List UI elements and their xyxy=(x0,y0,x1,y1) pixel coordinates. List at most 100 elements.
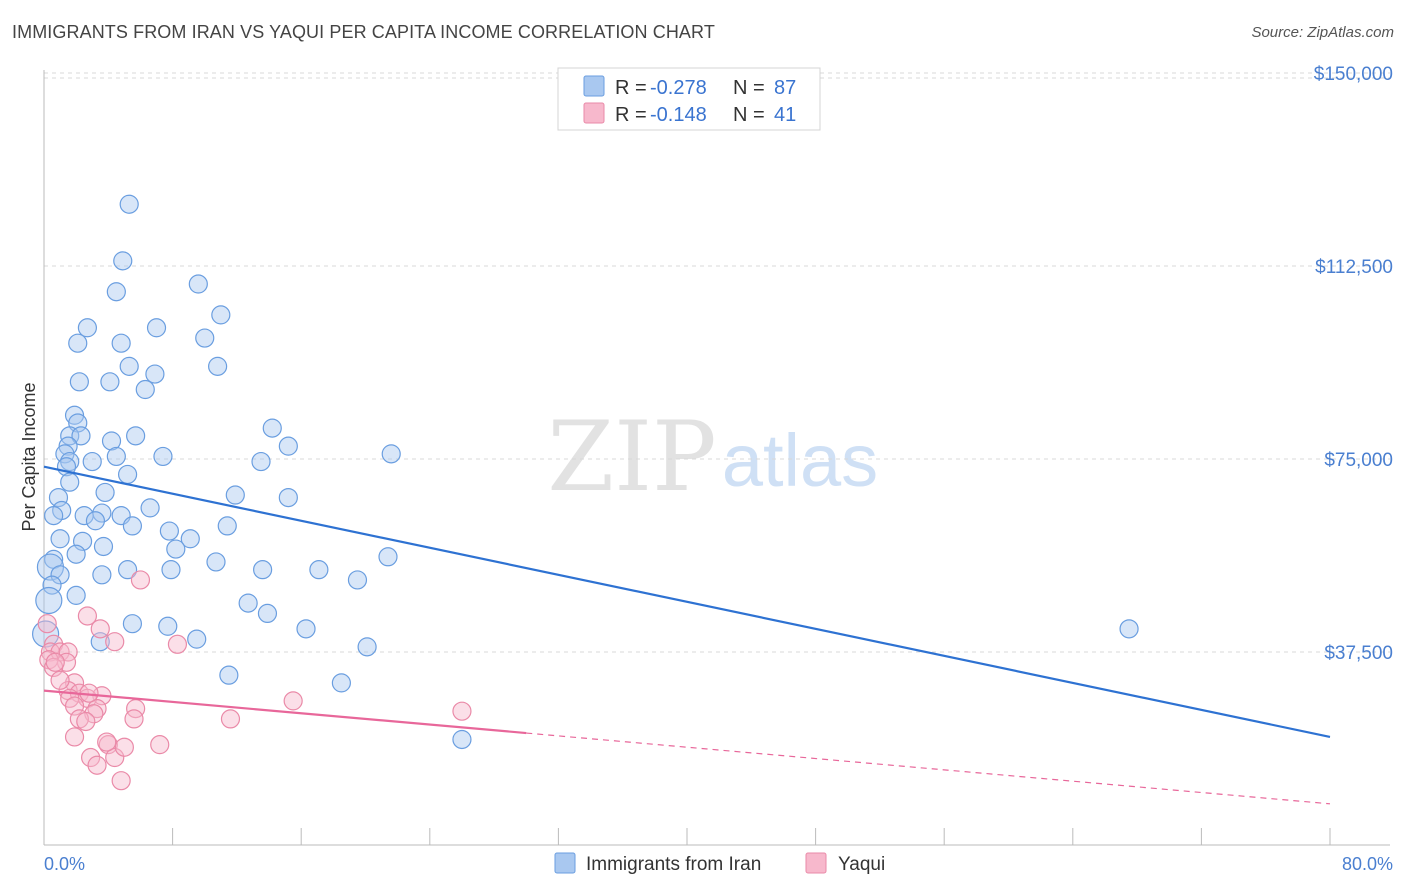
iran-point-45 xyxy=(85,511,106,531)
yaqui-point-34 xyxy=(114,737,134,757)
iran-point-49 xyxy=(50,529,70,549)
yaqui-point-22 xyxy=(452,701,472,721)
iran-point-21 xyxy=(126,426,146,446)
series-legend-label-yaqui: Yaqui xyxy=(838,854,885,875)
iran-point-75 xyxy=(187,629,207,649)
yaqui-point-4 xyxy=(167,634,188,654)
axes xyxy=(43,70,1390,846)
iran-point-27 xyxy=(60,451,80,472)
yaqui-point-28 xyxy=(64,727,85,747)
yaqui-point-40 xyxy=(97,732,117,752)
iran-point-60 xyxy=(117,560,138,580)
iran-point-57 xyxy=(36,553,65,581)
iran-point-24 xyxy=(278,436,298,456)
iran-point-59 xyxy=(92,565,112,585)
iran-point-15 xyxy=(135,379,155,400)
iran-point-26 xyxy=(381,444,401,464)
yaqui-point-37 xyxy=(37,614,57,634)
watermark: ZIP atlas xyxy=(547,401,878,513)
stats-legend-n-yaqui: 41 xyxy=(774,104,796,126)
iran-point-16 xyxy=(64,405,85,425)
yaqui-point-31 xyxy=(81,747,101,768)
yaqui-point-10 xyxy=(56,652,77,672)
watermark-zip: ZIP xyxy=(547,401,716,513)
iran-point-34 xyxy=(60,472,80,492)
stats-legend-r-iran: -0.278 xyxy=(650,77,707,99)
stats-legend-n-label-iran: N = xyxy=(733,77,765,99)
iran-point-56 xyxy=(206,552,226,572)
iran-point-51 xyxy=(180,529,200,549)
iran-point-76 xyxy=(357,637,377,657)
iran-point-54 xyxy=(166,539,186,559)
series-legend-label-iran: Immigrants from Iran xyxy=(586,854,761,875)
yaqui-point-12 xyxy=(64,673,85,693)
x-tick-label-min: 0.0% xyxy=(44,854,85,874)
y-tick-label-2: $112,500 xyxy=(1315,257,1393,278)
yaqui-point-32 xyxy=(105,747,125,768)
iran-point-40 xyxy=(44,506,64,526)
iran-point-68 xyxy=(66,585,86,605)
iran-point-38 xyxy=(278,488,298,508)
yaqui-point-33 xyxy=(87,755,107,775)
iran-point-64 xyxy=(309,560,329,580)
iran-point-29 xyxy=(153,446,173,467)
series-yaqui-points xyxy=(37,570,472,791)
iran-point-4 xyxy=(211,305,231,325)
series-iran-points xyxy=(32,194,1139,750)
iran-point-7 xyxy=(68,333,88,353)
iran-point-19 xyxy=(262,418,282,438)
iran-point-71 xyxy=(257,603,278,624)
iran-point-73 xyxy=(296,619,316,639)
iran-point-81 xyxy=(1119,619,1139,639)
iran-point-67 xyxy=(347,570,368,590)
yaqui-point-19 xyxy=(64,696,85,716)
iran-point-37 xyxy=(225,485,245,505)
iran-point-42 xyxy=(92,503,112,523)
trend-lines xyxy=(43,465,1331,805)
yaqui-point-3 xyxy=(105,632,125,652)
iran-point-31 xyxy=(251,451,271,472)
yaqui-point-36 xyxy=(45,652,65,672)
iran-point-9 xyxy=(195,328,215,348)
iran-point-33 xyxy=(117,464,138,485)
iran-point-79 xyxy=(331,673,351,693)
yaqui-point-35 xyxy=(111,771,131,791)
iran-point-69 xyxy=(238,593,258,613)
iran-point-28 xyxy=(106,446,126,467)
iran-point-14 xyxy=(100,372,120,392)
yaqui-point-27 xyxy=(76,711,96,732)
iran-point-23 xyxy=(58,436,78,456)
iran-point-22 xyxy=(101,431,122,451)
stats-legend-swatch-yaqui xyxy=(583,102,605,124)
y-axis-label: Per Capita Income xyxy=(19,382,39,531)
y-tick-labels: $37,500 $75,000 $112,500 $150,000 xyxy=(1314,64,1393,664)
stats-legend: R = -0.278 N = 87 R = -0.148 N = 41 xyxy=(557,67,821,131)
yaqui-point-2 xyxy=(90,619,110,639)
iran-point-62 xyxy=(253,560,273,580)
iran-point-61 xyxy=(161,560,181,580)
stats-legend-r-label-yaqui: R = xyxy=(615,104,647,126)
chart-source: Source: ZipAtlas.com xyxy=(1251,24,1394,41)
stats-legend-r-yaqui: -0.148 xyxy=(650,104,707,126)
y-tick-label-3: $150,000 xyxy=(1314,64,1393,85)
iran-point-72 xyxy=(158,616,178,636)
watermark-atlas: atlas xyxy=(722,419,878,502)
iran-point-47 xyxy=(217,516,237,536)
yaqui-point-18 xyxy=(283,691,303,711)
yaqui-trend-line-extension xyxy=(526,732,1331,805)
iran-point-52 xyxy=(93,536,114,557)
yaqui-point-23 xyxy=(84,704,104,724)
iran-point-3 xyxy=(106,282,126,302)
chart-title: IMMIGRANTS FROM IRAN VS YAQUI PER CAPITA… xyxy=(12,22,715,42)
iran-point-36 xyxy=(95,482,115,503)
iran-point-10 xyxy=(119,356,139,376)
iran-point-8 xyxy=(111,333,131,353)
iran-point-12 xyxy=(145,364,165,384)
yaqui-trend-line xyxy=(43,689,527,735)
iran-point-53 xyxy=(66,544,86,564)
y-tick-label-0: $37,500 xyxy=(1324,643,1393,664)
iran-point-2 xyxy=(188,274,208,294)
iran-point-30 xyxy=(82,451,102,472)
iran-point-80 xyxy=(452,729,472,750)
